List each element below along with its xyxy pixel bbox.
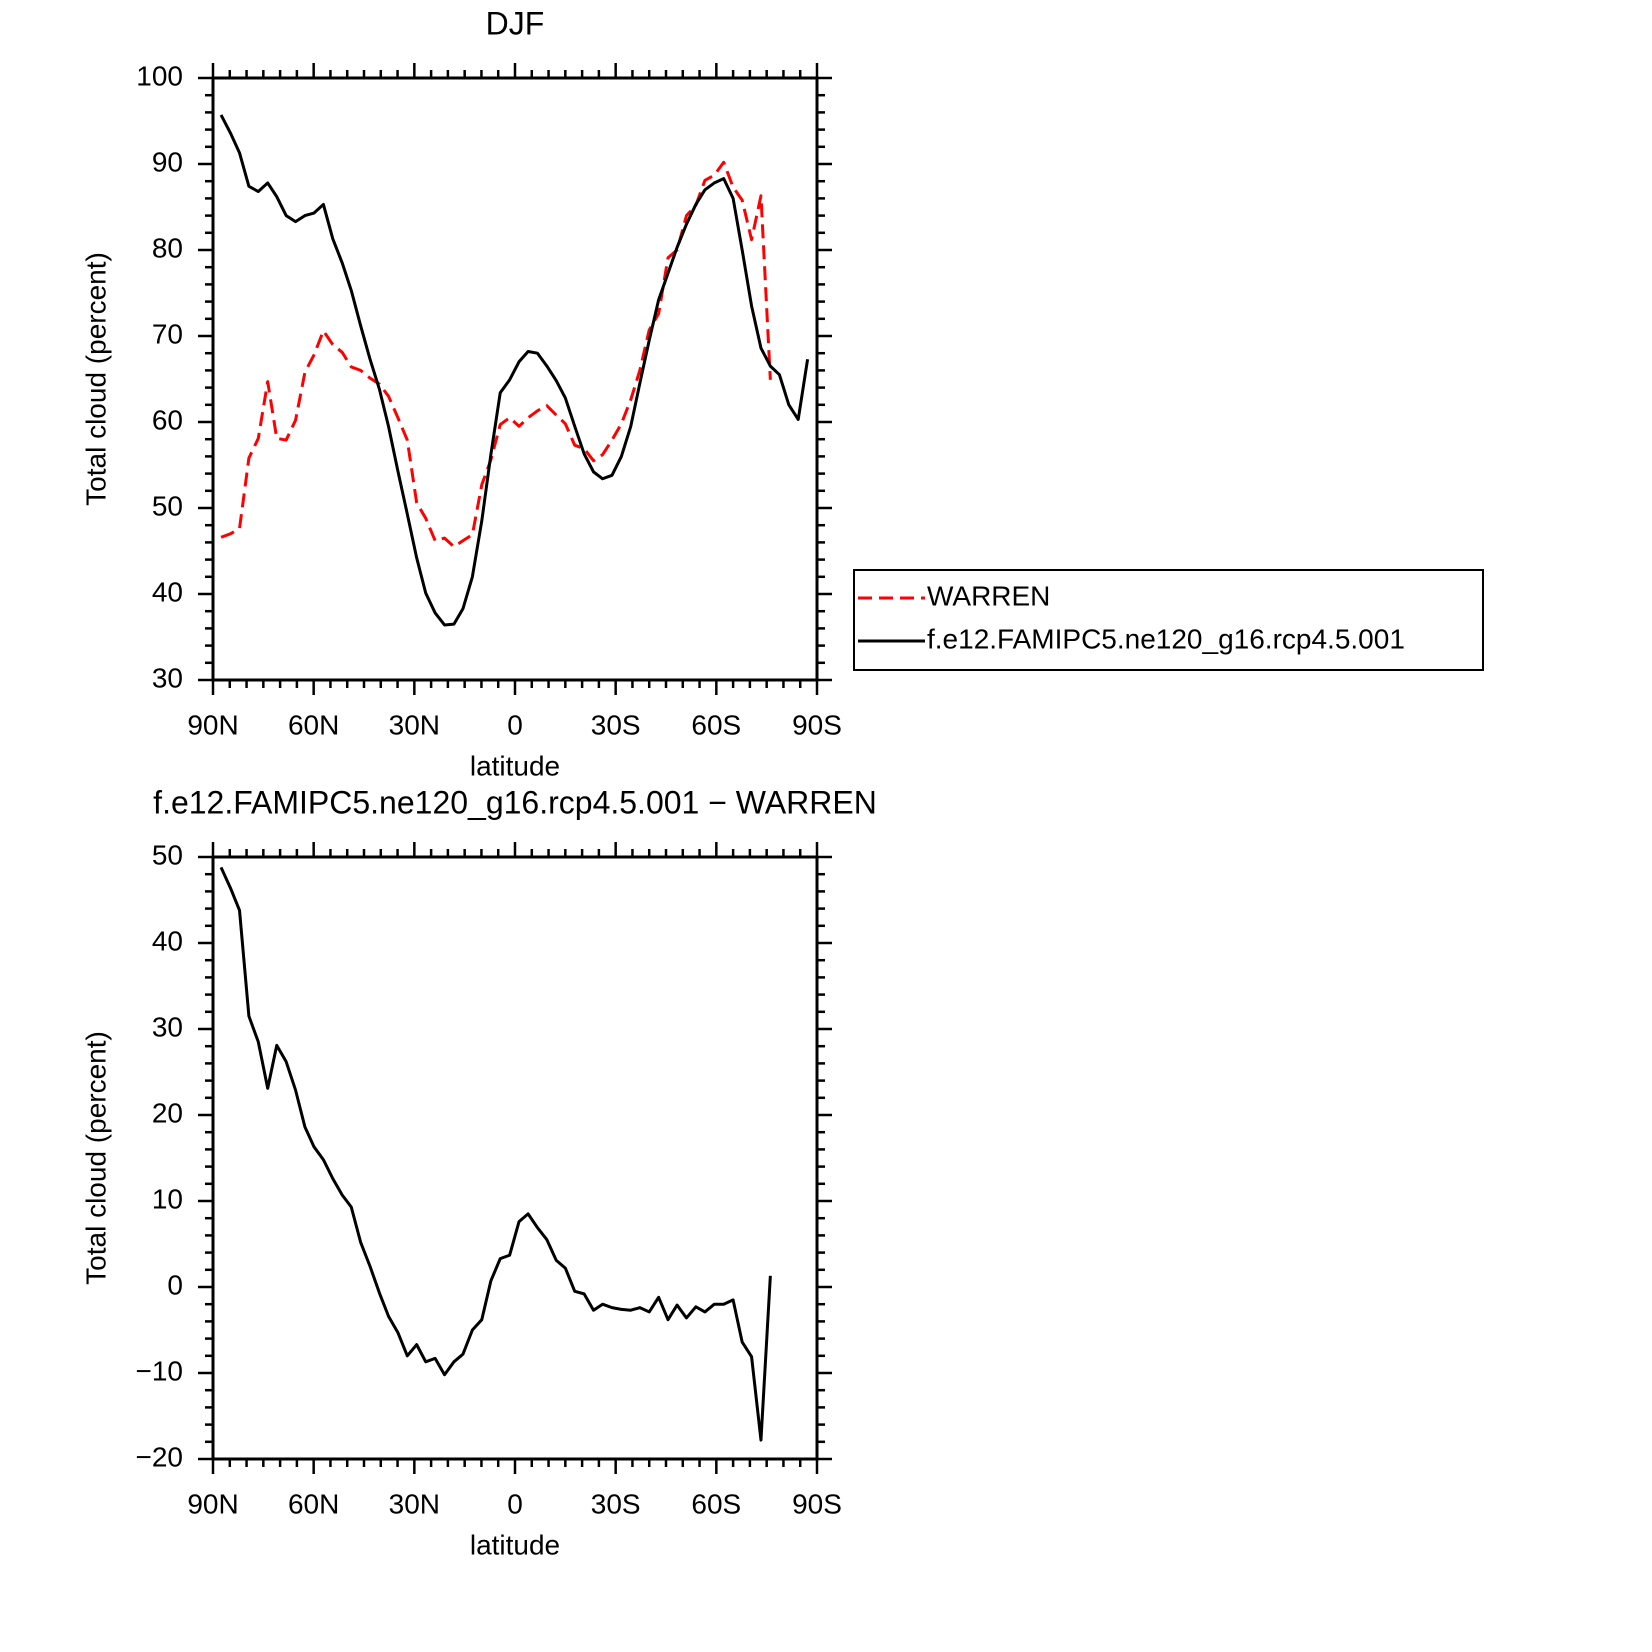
- x-axis-label: latitude: [470, 1529, 560, 1560]
- y-axis-label: Total cloud (percent): [80, 1031, 111, 1285]
- x-tick-label: 0: [507, 1488, 523, 1519]
- y-tick-label: 70: [152, 318, 183, 349]
- y-tick-label: 60: [152, 404, 183, 435]
- y-tick-label: 10: [152, 1183, 183, 1214]
- x-tick-label: 90N: [187, 709, 238, 740]
- series-line: [219, 114, 810, 627]
- legend-label: WARREN: [927, 580, 1050, 611]
- y-tick-label: 40: [152, 576, 183, 607]
- y-axis-label: Total cloud (percent): [80, 252, 111, 506]
- plot-frame: [211, 855, 819, 1461]
- y-tick-label: 20: [152, 1097, 183, 1128]
- x-tick-label: 60S: [691, 1488, 741, 1519]
- legend-label: f.e12.FAMIPC5.ne120_g16.rcp4.5.001: [927, 623, 1405, 654]
- x-tick-label: 30N: [389, 709, 440, 740]
- x-tick-label: 30S: [591, 709, 641, 740]
- x-tick-label: 30S: [591, 1488, 641, 1519]
- x-axis-label: latitude: [470, 750, 560, 781]
- y-tick-label: 30: [152, 1011, 183, 1042]
- x-tick-label: 90S: [792, 709, 842, 740]
- x-tick-label: 60N: [288, 709, 339, 740]
- y-tick-label: 0: [167, 1269, 183, 1300]
- y-tick-label: 80: [152, 232, 183, 263]
- legend-box: [853, 569, 1484, 671]
- y-tick-label: 90: [152, 146, 183, 177]
- series-line: [219, 866, 772, 1442]
- chart-title: DJF: [486, 5, 545, 41]
- y-tick-label: 50: [152, 839, 183, 870]
- chart-title: f.e12.FAMIPC5.ne120_g16.rcp4.5.001 − WAR…: [153, 784, 877, 820]
- y-tick-label: 50: [152, 490, 183, 521]
- x-tick-label: 90N: [187, 1488, 238, 1519]
- y-tick-label: 30: [152, 662, 183, 693]
- y-tick-label: 100: [136, 60, 183, 91]
- x-tick-label: 90S: [792, 1488, 842, 1519]
- x-tick-label: 30N: [389, 1488, 440, 1519]
- series-line: [220, 160, 772, 549]
- y-tick-label: −20: [136, 1441, 184, 1472]
- y-tick-label: −10: [136, 1355, 184, 1386]
- x-tick-label: 60N: [288, 1488, 339, 1519]
- x-tick-label: 0: [507, 709, 523, 740]
- y-tick-label: 40: [152, 925, 183, 956]
- x-tick-label: 60S: [691, 709, 741, 740]
